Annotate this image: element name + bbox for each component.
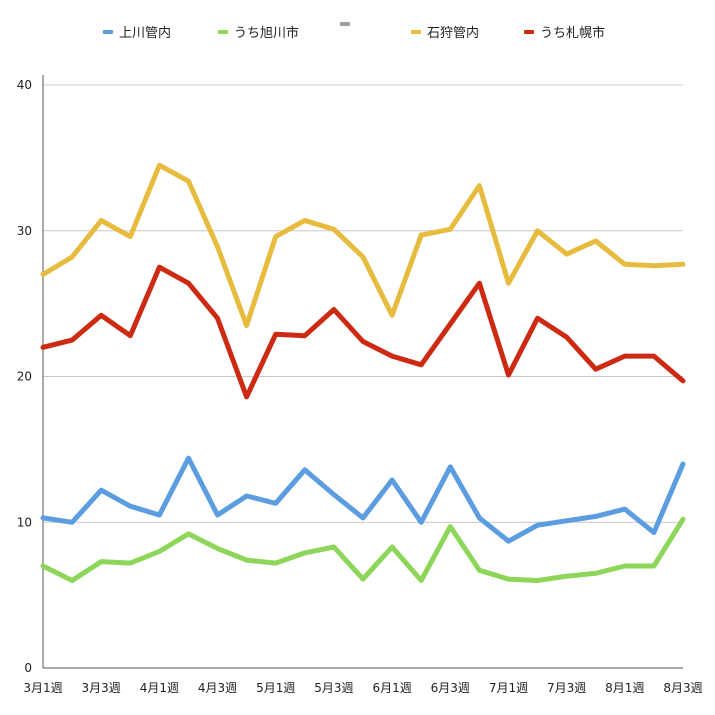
legend-swatch bbox=[340, 22, 350, 26]
series-line-1 bbox=[40, 516, 686, 583]
legend-swatch bbox=[411, 29, 421, 34]
y-tick-label: 30 bbox=[17, 224, 32, 238]
series-line-3 bbox=[40, 162, 686, 328]
legend-label: うち旭川市 bbox=[234, 26, 300, 41]
grid-lines bbox=[43, 84, 683, 523]
x-tick-label: 8月1週 bbox=[605, 681, 644, 695]
legend-item: うち旭川市 bbox=[218, 22, 299, 41]
x-tick-label: 5月3週 bbox=[314, 681, 353, 695]
x-tick-label: 8月3週 bbox=[663, 681, 702, 695]
x-tick-label: 6月1週 bbox=[372, 681, 411, 695]
legend-label: うち札幌市 bbox=[540, 26, 606, 41]
x-tick-label: 5月1週 bbox=[256, 681, 295, 695]
x-tick-label: 4月3週 bbox=[198, 681, 237, 695]
y-tick-label: 0 bbox=[24, 661, 32, 675]
x-tick-label: 4月1週 bbox=[140, 681, 179, 695]
legend-item: 石狩管内 bbox=[411, 22, 479, 41]
legend: 上川管内 うち旭川市 石狩管内 うち札幌市 bbox=[0, 22, 715, 46]
x-tick-label: 7月1週 bbox=[489, 681, 528, 695]
x-tick-label: 3月1週 bbox=[23, 681, 62, 695]
legend-item bbox=[340, 22, 356, 26]
legend-swatch bbox=[218, 29, 228, 34]
legend-label: 石狩管内 bbox=[427, 26, 480, 41]
y-tick-label: 10 bbox=[17, 515, 32, 529]
x-tick-label: 7月3週 bbox=[547, 681, 586, 695]
x-tick-label: 3月3週 bbox=[82, 681, 121, 695]
series-line-4 bbox=[40, 264, 686, 400]
x-tick-labels: 3月1週 3月3週 4月1週 4月3週 5月1週 5月3週 6月1週 6月3週 7月1週 7月3週… bbox=[23, 681, 702, 695]
legend-swatch bbox=[524, 29, 534, 34]
series-lines bbox=[40, 162, 686, 583]
axes bbox=[42, 75, 683, 669]
y-tick-label: 20 bbox=[17, 370, 32, 384]
series-line-0 bbox=[40, 455, 686, 544]
legend-item: うち札幌市 bbox=[524, 22, 605, 41]
y-tick-label: 40 bbox=[17, 78, 32, 92]
legend-swatch bbox=[103, 29, 113, 34]
y-tick-labels: 0 10 20 30 40 bbox=[17, 78, 32, 675]
x-tick-label: 6月3週 bbox=[431, 681, 470, 695]
legend-item: 上川管内 bbox=[103, 22, 171, 41]
legend-label: 上川管内 bbox=[119, 26, 172, 41]
